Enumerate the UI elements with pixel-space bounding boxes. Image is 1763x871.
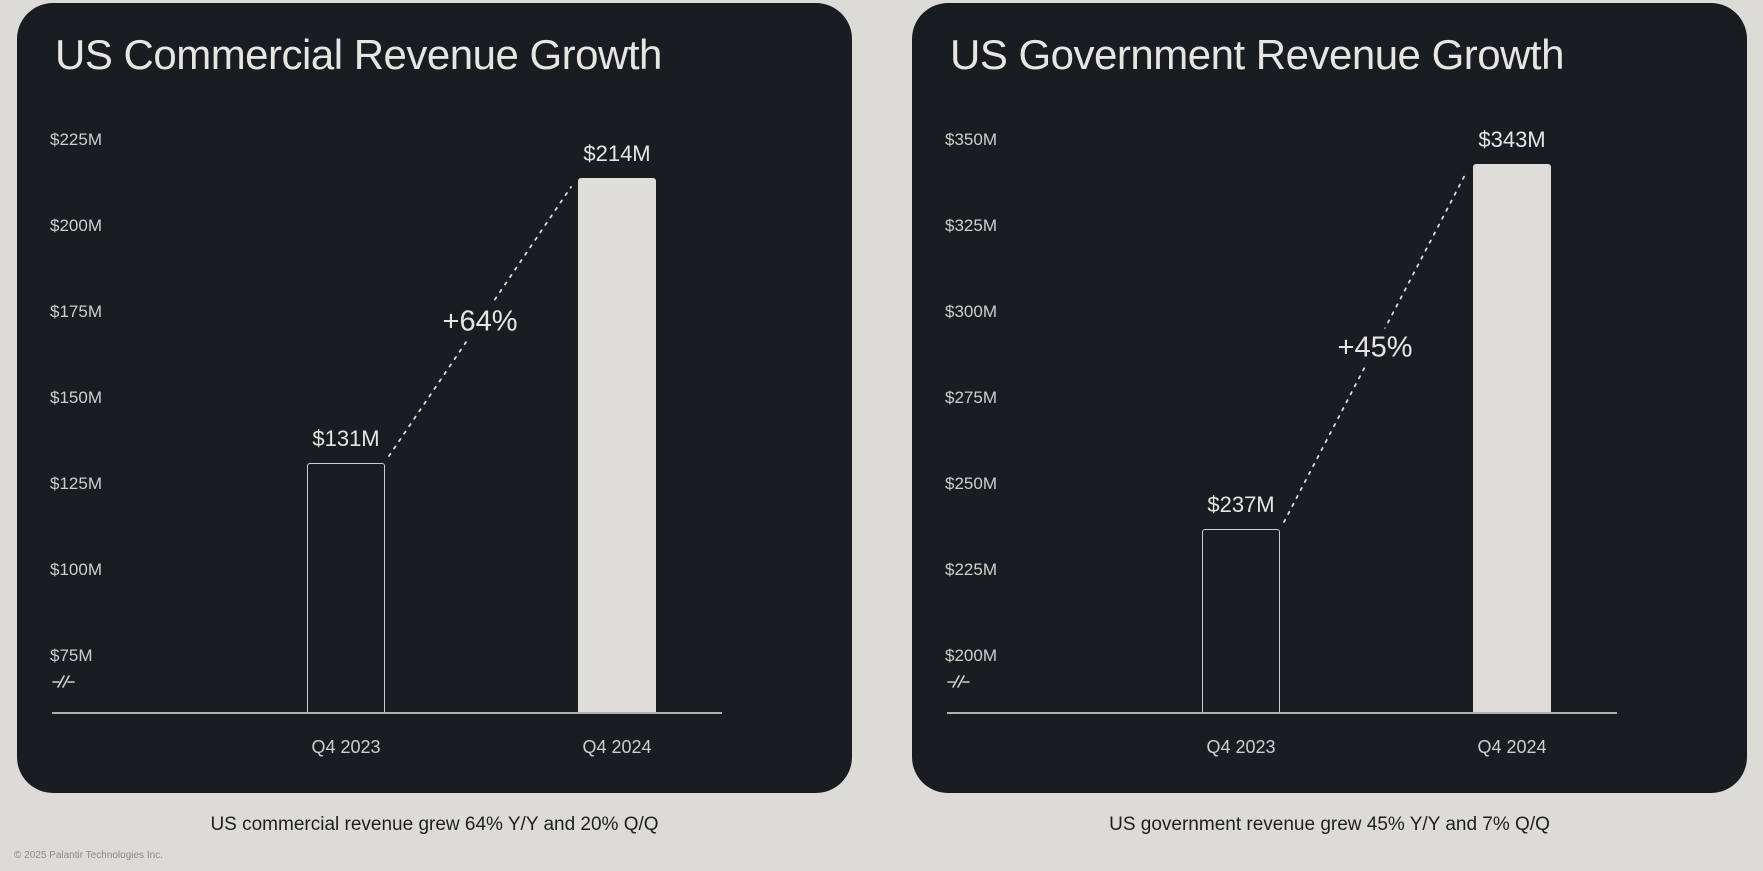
ytick-label: $100M	[50, 560, 102, 579]
commercial-caption: US commercial revenue grew 64% Y/Y and 2…	[210, 814, 659, 835]
value-label: $237M	[1207, 492, 1275, 517]
ytick-label: $200M	[945, 646, 997, 665]
x-axis-line	[52, 712, 722, 714]
commercial-revenue-chart: $225M $200M $175M $150M $125M $100M $75M $131M…	[17, 3, 852, 793]
bar-q4-2024	[1473, 164, 1551, 712]
x-axis-line	[947, 712, 1617, 714]
government-revenue-panel: US Government Revenue Growth $350M $325M $…	[912, 3, 1747, 793]
ytick-label: $325M	[945, 216, 997, 235]
category-label: Q4 2024	[582, 737, 652, 757]
category-label: Q4 2023	[1206, 737, 1276, 757]
growth-annotation: +45%	[1330, 328, 1420, 367]
ytick-label: $225M	[945, 560, 997, 579]
ytick-label: $250M	[945, 474, 997, 493]
commercial-revenue-panel: US Commercial Revenue Growth $225M $200M $…	[17, 3, 852, 793]
axis-break-icon	[947, 673, 971, 696]
value-label: $214M	[583, 141, 651, 166]
ytick-label: $275M	[945, 388, 997, 407]
copyright-footer: © 2025 Palantir Technologies Inc.	[14, 850, 163, 861]
ytick-label: $125M	[50, 474, 102, 493]
ytick-label: $350M	[945, 130, 997, 149]
axis-break-icon	[52, 673, 76, 696]
chart-title-commercial: US Commercial Revenue Growth	[55, 31, 662, 78]
value-label: $343M	[1478, 127, 1546, 152]
growth-dotted-line	[388, 186, 572, 457]
ytick-label: $150M	[50, 388, 102, 407]
government-revenue-chart: $350M $325M $300M $275M $250M $225M $200M $237…	[912, 3, 1747, 793]
bar-q4-2023	[1202, 529, 1280, 712]
bar-q4-2023	[307, 463, 385, 712]
ytick-label: $225M	[50, 130, 102, 149]
value-label: $131M	[312, 426, 380, 451]
chart-title-government: US Government Revenue Growth	[950, 31, 1564, 78]
bar-q4-2024	[578, 178, 656, 712]
ytick-label: $75M	[50, 646, 93, 665]
government-caption: US government revenue grew 45% Y/Y and 7…	[1109, 814, 1550, 835]
ytick-label: $300M	[945, 302, 997, 321]
ytick-label: $200M	[50, 216, 102, 235]
ytick-label: $175M	[50, 302, 102, 321]
growth-annotation: +64%	[435, 302, 525, 341]
growth-dotted-line	[1283, 172, 1467, 523]
category-label: Q4 2024	[1477, 737, 1547, 757]
category-label: Q4 2023	[311, 737, 381, 757]
